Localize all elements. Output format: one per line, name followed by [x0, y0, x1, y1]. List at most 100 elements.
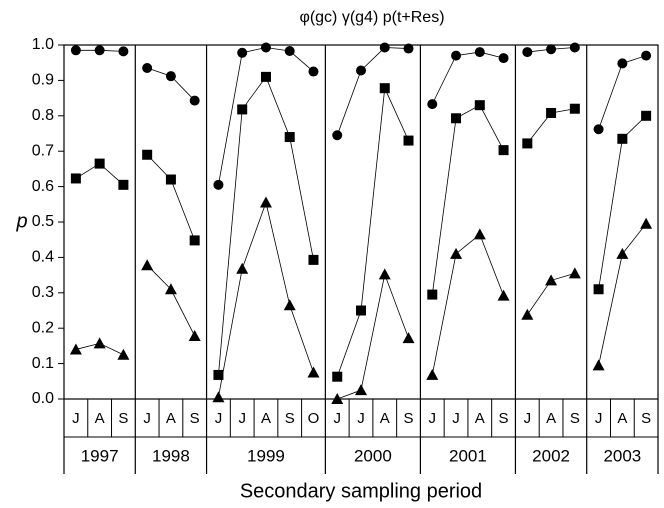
point — [616, 247, 629, 259]
point — [69, 343, 82, 355]
series-line — [431, 104, 504, 295]
x-tick-label: O — [308, 410, 320, 427]
series-line — [218, 47, 314, 185]
point — [70, 173, 81, 184]
x-tick-label: A — [546, 410, 556, 427]
series-line — [336, 86, 409, 377]
point — [545, 274, 558, 286]
point — [237, 104, 248, 115]
x-tick-label: A — [95, 410, 105, 427]
x-tick-label: J — [238, 410, 246, 427]
group-label: 1999 — [247, 446, 285, 465]
group-label: 2001 — [449, 446, 487, 465]
point — [474, 47, 485, 58]
point — [70, 45, 81, 56]
point — [546, 44, 557, 55]
x-tick-label: A — [261, 410, 271, 427]
x-tick-label: J — [333, 410, 341, 427]
point — [473, 228, 486, 240]
point — [332, 130, 343, 141]
y-tick-label: 0.2 — [32, 319, 54, 336]
point — [284, 132, 295, 143]
point — [142, 149, 153, 160]
point — [403, 43, 414, 54]
point — [427, 99, 438, 110]
point — [378, 268, 391, 280]
point — [307, 366, 320, 378]
point — [426, 368, 439, 380]
group-label: 1998 — [152, 446, 190, 465]
point — [189, 235, 200, 246]
series-line — [146, 264, 196, 337]
point — [188, 329, 201, 341]
point — [142, 63, 153, 74]
point — [498, 53, 509, 64]
x-tick-label: A — [166, 410, 176, 427]
x-tick-label: A — [380, 410, 390, 427]
point — [141, 259, 154, 271]
x-tick-label: J — [143, 410, 151, 427]
y-tick-label: 0.6 — [32, 178, 54, 195]
point — [522, 47, 533, 58]
point — [592, 359, 605, 371]
x-tick-label: J — [357, 410, 365, 427]
point — [332, 371, 343, 382]
point — [569, 42, 580, 53]
point — [568, 267, 581, 279]
point — [569, 103, 580, 114]
x-axis-label: Secondary sampling period — [240, 480, 482, 502]
point — [118, 46, 129, 57]
point — [308, 66, 319, 77]
point — [593, 124, 604, 135]
series-line — [336, 47, 409, 136]
series-line — [337, 272, 409, 400]
series-line — [431, 51, 504, 105]
point — [118, 179, 129, 190]
point — [450, 247, 463, 259]
point — [213, 369, 224, 380]
point — [117, 348, 130, 360]
point — [593, 284, 604, 295]
point — [213, 179, 224, 190]
point — [355, 384, 367, 396]
point — [641, 50, 652, 61]
point — [165, 71, 176, 82]
x-tick-label: S — [570, 410, 580, 427]
x-tick-label: A — [475, 410, 485, 427]
point — [237, 47, 248, 58]
x-tick-label: S — [404, 410, 414, 427]
y-tick-label: 0.5 — [32, 213, 54, 230]
x-tick-label: S — [641, 410, 651, 427]
y-tick-label: 0.4 — [32, 249, 54, 266]
x-tick-label: S — [190, 410, 200, 427]
series-line — [146, 154, 196, 241]
y-tick-label: 0.9 — [32, 72, 54, 89]
point — [308, 254, 319, 265]
y-tick-label: 0.8 — [32, 107, 54, 124]
plot-frame — [63, 44, 659, 400]
x-tick-label: S — [499, 410, 509, 427]
point — [94, 45, 105, 56]
point — [546, 107, 557, 118]
point — [356, 65, 366, 76]
point — [427, 289, 438, 300]
y-tick-label: 0.0 — [32, 390, 54, 407]
point — [165, 174, 176, 185]
point — [93, 337, 106, 349]
x-tick-label: J — [215, 410, 223, 427]
point — [451, 113, 462, 124]
series-line — [218, 76, 314, 375]
x-tick-label: S — [285, 410, 295, 427]
x-tick-label: J — [72, 410, 80, 427]
x-tick-label: J — [595, 410, 603, 427]
point — [356, 305, 366, 316]
point — [641, 110, 652, 121]
point — [497, 289, 510, 301]
series-line — [431, 233, 504, 376]
x-tick-label: J — [429, 410, 437, 427]
point — [521, 308, 534, 320]
point — [617, 133, 628, 144]
point — [498, 145, 509, 156]
group-label: 1997 — [81, 446, 119, 465]
point — [260, 71, 271, 82]
